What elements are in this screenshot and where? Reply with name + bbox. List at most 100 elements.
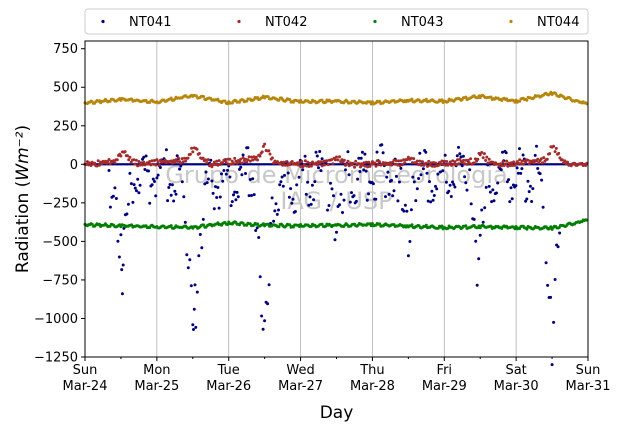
data-point	[359, 156, 363, 160]
data-point	[512, 160, 516, 164]
data-point	[553, 278, 557, 281]
data-point	[254, 155, 258, 159]
data-point	[524, 199, 528, 203]
data-point	[247, 155, 251, 159]
data-point	[180, 180, 184, 184]
legend-marker	[373, 19, 377, 24]
data-point	[496, 181, 500, 185]
data-point	[408, 240, 412, 243]
data-point	[533, 153, 537, 157]
legend-marker	[237, 19, 241, 24]
data-point	[447, 189, 451, 193]
data-point	[220, 172, 223, 176]
data-point	[514, 162, 518, 166]
plot-area	[83, 90, 589, 367]
data-point	[369, 224, 373, 228]
data-point	[392, 189, 396, 193]
data-point	[266, 95, 270, 99]
data-point	[142, 160, 146, 164]
data-point	[283, 173, 286, 177]
data-point	[309, 202, 313, 206]
data-point	[488, 190, 492, 194]
data-point	[345, 162, 349, 166]
data-point	[513, 227, 517, 231]
y-tick-label: −1000	[34, 312, 78, 327]
data-point	[215, 159, 219, 163]
data-point	[168, 183, 172, 186]
data-point	[290, 201, 294, 205]
data-point	[251, 177, 255, 181]
data-point	[415, 159, 419, 163]
data-point	[173, 160, 177, 164]
data-point	[475, 283, 479, 287]
data-point	[227, 162, 231, 166]
data-point	[436, 164, 440, 167]
data-point	[156, 173, 160, 177]
data-point	[354, 159, 358, 163]
data-point	[129, 182, 133, 186]
data-point	[263, 142, 267, 146]
data-point	[226, 168, 229, 172]
data-point	[247, 194, 251, 198]
data-point	[270, 156, 274, 160]
data-point	[380, 143, 384, 147]
data-point	[511, 164, 514, 167]
data-point	[277, 208, 280, 212]
y-tick-label: 250	[53, 119, 78, 134]
data-point	[385, 175, 389, 179]
data-point	[480, 151, 484, 154]
data-point	[525, 227, 529, 231]
data-point	[431, 198, 435, 202]
x-tick-day: Sat	[505, 363, 526, 378]
data-point	[224, 172, 228, 176]
data-point	[368, 164, 372, 168]
x-tick-date: Mar-29	[422, 379, 467, 394]
legend-marker	[101, 19, 105, 24]
data-point	[283, 163, 287, 167]
x-tick-date: Mar-30	[494, 379, 539, 394]
data-point	[469, 157, 473, 161]
data-point	[206, 177, 210, 181]
data-point	[411, 175, 415, 179]
data-point	[192, 307, 196, 311]
data-point	[480, 208, 484, 212]
data-point	[442, 159, 446, 163]
data-point	[386, 170, 390, 174]
data-point	[338, 203, 341, 207]
data-point	[518, 158, 522, 162]
data-point	[147, 169, 150, 173]
data-point	[557, 151, 561, 155]
data-point	[518, 99, 522, 103]
data-point	[224, 161, 228, 164]
data-point	[525, 98, 529, 102]
data-point	[232, 162, 235, 165]
data-point	[317, 166, 320, 170]
data-point	[430, 164, 434, 168]
data-point	[446, 100, 450, 104]
data-point	[186, 266, 190, 270]
data-point	[424, 223, 428, 227]
data-point	[248, 159, 252, 163]
data-point	[263, 319, 267, 323]
data-point	[108, 205, 112, 209]
data-point	[309, 100, 313, 104]
data-point	[467, 161, 471, 165]
data-point	[240, 173, 244, 177]
data-point	[164, 148, 168, 152]
data-point	[221, 161, 225, 165]
data-point	[217, 159, 221, 163]
data-point	[520, 159, 524, 163]
data-point	[515, 166, 519, 170]
data-point	[369, 162, 373, 166]
data-point	[184, 159, 188, 163]
data-point	[535, 144, 538, 148]
data-point	[254, 229, 258, 232]
data-point	[399, 166, 403, 170]
data-point	[310, 183, 314, 187]
x-tick-date: Mar-28	[350, 379, 395, 394]
data-point	[303, 159, 307, 163]
data-point	[97, 222, 101, 226]
data-point	[126, 154, 129, 158]
data-point	[270, 196, 274, 200]
data-point	[465, 188, 469, 192]
